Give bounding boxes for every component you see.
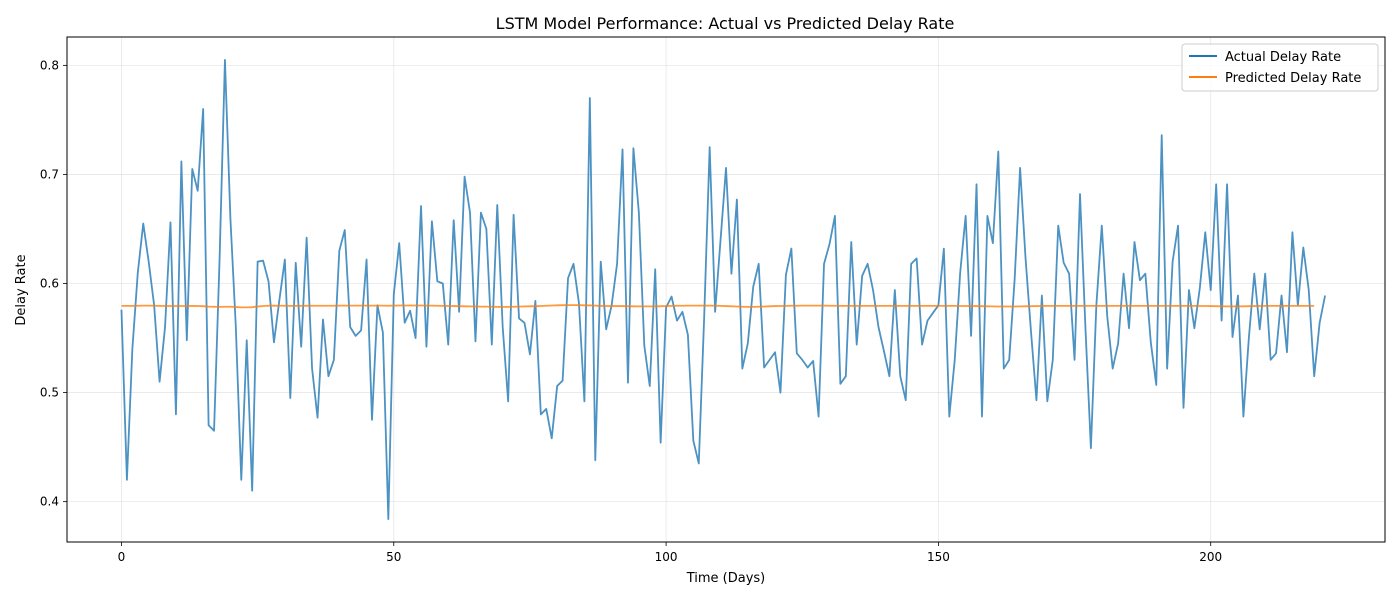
ticks: 0 50 100 150 200 0.4 0.5 0.6 0.7 0.8 [40, 58, 1222, 564]
predicted-delay-rate-line [121, 304, 1315, 309]
y-axis-label: Delay Rate [14, 254, 29, 325]
x-axis-label: Time (Days) [686, 571, 766, 586]
x-tick-label: 150 [927, 550, 950, 564]
legend-box [1181, 43, 1379, 92]
x-tick-label: 200 [1199, 550, 1222, 564]
y-tick-label: 0.8 [40, 58, 59, 72]
x-tick-label: 50 [386, 550, 401, 564]
chart-title: LSTM Model Performance: Actual vs Predic… [496, 14, 955, 33]
y-tick-label: 0.5 [40, 386, 59, 400]
y-tick-label: 0.7 [40, 167, 59, 181]
x-tick-label: 100 [655, 550, 678, 564]
legend: Actual Delay Rate Predicted Delay Rate [1181, 43, 1379, 92]
legend-label-predicted: Predicted Delay Rate [1225, 71, 1361, 86]
legend-label-actual: Actual Delay Rate [1225, 50, 1341, 65]
y-tick-label: 0.6 [40, 277, 59, 291]
grid [67, 37, 1385, 542]
plot-frame [66, 36, 1386, 543]
actual-delay-rate-line [120, 59, 1326, 520]
x-tick-label: 0 [118, 550, 126, 564]
y-tick-label: 0.4 [40, 495, 59, 509]
series-layer [120, 59, 1326, 520]
